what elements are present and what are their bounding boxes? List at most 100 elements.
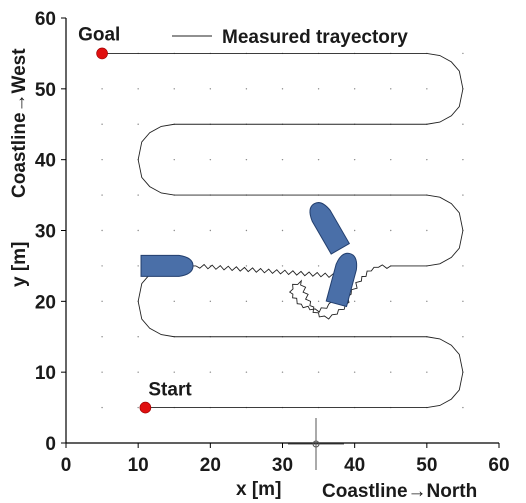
grid-dot — [209, 158, 212, 161]
grid-dot — [137, 123, 139, 125]
grid-dot — [353, 371, 356, 373]
grid-dot — [101, 158, 103, 161]
grid-dot — [462, 123, 464, 125]
y-tick-label: 50 — [35, 80, 56, 101]
x-tick-label: 60 — [488, 455, 509, 476]
origin-crosshair-icon — [288, 418, 344, 470]
grid-dot — [281, 88, 284, 90]
grid-dot — [462, 406, 464, 409]
x-direction-label: Coastline→North — [322, 481, 477, 502]
grid-dot — [462, 265, 464, 267]
grid-dot — [173, 229, 175, 232]
grid-dot — [317, 371, 320, 373]
grid-dot — [426, 229, 428, 232]
grid-dot — [245, 229, 248, 232]
x-ticks: 0 10 20 30 40 50 60 — [61, 443, 510, 476]
grid-dot — [101, 194, 103, 196]
measured-trajectory-line — [102, 52, 464, 409]
grid-dot — [137, 88, 139, 90]
grid-dots — [101, 52, 464, 409]
grid-dot — [137, 265, 139, 267]
grid-dot — [209, 88, 212, 90]
grid-dot — [101, 300, 103, 303]
grid-dot — [173, 88, 175, 90]
x-tick-label: 10 — [128, 455, 149, 476]
grid-dot — [317, 158, 320, 161]
y-tick-label: 30 — [35, 222, 56, 243]
grid-dot — [101, 265, 103, 267]
grid-dot — [462, 300, 464, 303]
grid-dot — [426, 158, 428, 161]
vessels-layer — [140, 202, 358, 308]
grid-dot — [173, 371, 175, 373]
x-axis-label: x [m] — [236, 479, 281, 500]
grid-dot — [462, 336, 464, 338]
x-tick-label: 0 — [61, 455, 72, 476]
grid-dot — [245, 371, 248, 373]
grid-dot — [462, 158, 464, 161]
grid-dot — [173, 158, 175, 161]
y-tick-label: 20 — [35, 292, 56, 313]
y-tick-label: 0 — [45, 434, 56, 455]
vessel-3-icon — [325, 252, 358, 308]
start-label: Start — [148, 380, 192, 401]
grid-dot — [462, 194, 464, 196]
grid-dot — [209, 229, 212, 232]
grid-dot — [101, 123, 103, 125]
y-tick-label: 60 — [35, 9, 56, 30]
grid-dot — [317, 300, 320, 303]
grid-dot — [245, 300, 248, 303]
y-axis-label: y [m] — [9, 242, 30, 287]
grid-dot — [390, 229, 392, 232]
y-ticks: 0 10 20 30 40 50 60 — [35, 9, 66, 455]
grid-dot — [281, 300, 284, 303]
start-marker-icon — [139, 401, 152, 414]
grid-dot — [426, 300, 428, 303]
grid-dot — [137, 194, 139, 196]
grid-dot — [137, 229, 139, 232]
grid-dot — [101, 229, 103, 232]
grid-dot — [137, 406, 139, 409]
grid-dot — [390, 158, 392, 161]
grid-dot — [209, 371, 212, 373]
grid-dot — [281, 229, 284, 232]
grid-dot — [353, 158, 356, 161]
goal-marker-icon — [96, 47, 108, 60]
x-tick-label: 40 — [344, 455, 365, 476]
grid-dot — [281, 158, 284, 161]
grid-dot — [101, 336, 103, 338]
legend: Measured trayectory — [172, 27, 408, 48]
grid-dot — [426, 371, 428, 373]
grid-dot — [245, 158, 248, 161]
legend-label: Measured trayectory — [222, 27, 408, 48]
y-direction-label: Coastline→West — [9, 48, 30, 198]
y-tick-label: 40 — [35, 151, 56, 172]
grid-dot — [317, 88, 320, 90]
measured-trajectory-disturbed-segment — [174, 263, 392, 320]
grid-dot — [245, 265, 248, 267]
grid-dot — [209, 300, 212, 303]
grid-dot — [462, 52, 464, 55]
grid-dot — [173, 300, 175, 303]
goal-label: Goal — [78, 24, 120, 45]
grid-dot — [353, 300, 356, 303]
grid-dot — [137, 336, 139, 338]
vessel-2-icon — [309, 202, 351, 255]
grid-dot — [317, 265, 320, 267]
grid-dot — [101, 88, 103, 90]
grid-dot — [137, 371, 139, 373]
x-tick-label: 20 — [200, 455, 221, 476]
y-tick-label: 10 — [35, 363, 56, 384]
grid-dot — [353, 229, 356, 232]
grid-dot — [390, 300, 392, 303]
x-tick-label: 50 — [416, 455, 437, 476]
grid-dot — [426, 88, 428, 90]
grid-dot — [353, 88, 356, 90]
x-tick-label: 30 — [272, 455, 293, 476]
grid-dot — [281, 265, 284, 267]
grid-dot — [281, 371, 284, 373]
markers-layer: Start Goal — [78, 24, 192, 414]
grid-dot — [390, 88, 392, 90]
vessel-1-icon — [140, 254, 194, 277]
